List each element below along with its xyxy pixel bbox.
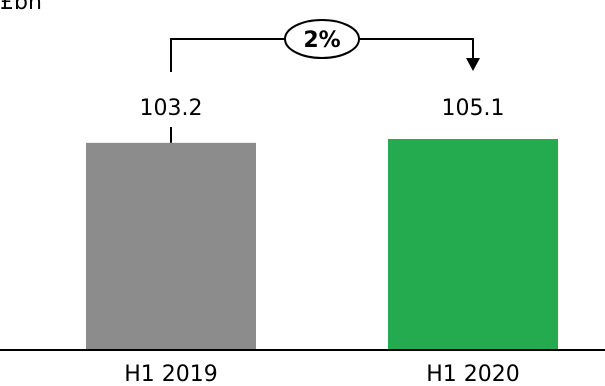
value-label: 105.1: [442, 96, 505, 121]
category-label: H1 2019: [124, 362, 218, 386]
category-label: H1 2020: [426, 362, 520, 386]
change-badge: [284, 19, 360, 59]
bar-h1-2019: [86, 142, 256, 350]
change-label: 2%: [303, 28, 340, 53]
value-label: 103.2: [140, 96, 203, 121]
arrowhead-icon: [466, 58, 480, 71]
bar-h1-2020: [388, 139, 558, 350]
unit-label: £bn: [0, 0, 42, 15]
